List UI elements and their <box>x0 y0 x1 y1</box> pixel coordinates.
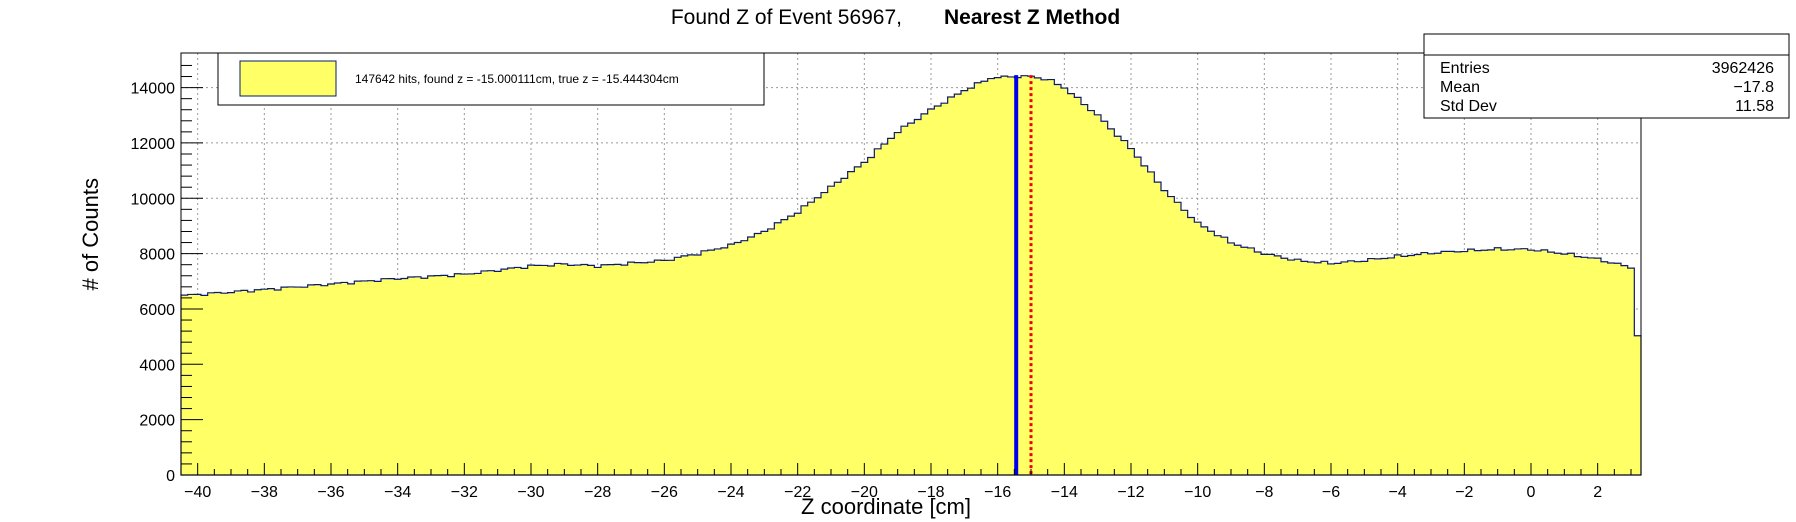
x-tick-label: −32 <box>451 484 478 501</box>
x-tick-label: −34 <box>384 484 411 501</box>
stats-box: Entries 3962426 Mean −17.8 Std Dev 11.58 <box>1423 33 1790 119</box>
chart-title: Found Z of Event 56967, Nearest Z Method <box>671 6 1120 29</box>
x-tick-label: −36 <box>317 484 344 501</box>
x-tick-label: −12 <box>1117 484 1144 501</box>
histogram-bars <box>180 75 1642 476</box>
x-tick-label: −40 <box>184 484 211 501</box>
legend-entry-label: 147642 hits, found z = -15.000111cm, tru… <box>355 72 679 86</box>
histogram-fill <box>180 75 1642 476</box>
stats-label: Entries <box>1440 60 1490 77</box>
y-tick-label: 4000 <box>139 357 175 374</box>
stats-value: −17.8 <box>1734 79 1775 96</box>
y-tick-label: 8000 <box>139 247 175 264</box>
y-tick-label: 6000 <box>139 302 175 319</box>
chart-title-method: Nearest Z Method <box>944 6 1120 29</box>
stats-value: 11.58 <box>1735 98 1774 115</box>
x-tick-label: −26 <box>651 484 678 501</box>
x-tick-label: −6 <box>1322 484 1340 501</box>
x-tick-label: −38 <box>251 484 278 501</box>
x-tick-label: −22 <box>784 484 811 501</box>
stats-label: Mean <box>1440 79 1480 96</box>
x-tick-label: −16 <box>984 484 1011 501</box>
x-tick-label: −30 <box>517 484 544 501</box>
legend-swatch <box>239 60 337 97</box>
x-tick-label: −10 <box>1184 484 1211 501</box>
x-tick-label: −8 <box>1255 484 1273 501</box>
legend-box: 147642 hits, found z = -15.000111cm, tru… <box>217 52 765 106</box>
y-tick-label: 12000 <box>131 136 176 153</box>
x-tick-label: −2 <box>1455 484 1473 501</box>
y-tick-label: 10000 <box>131 191 176 208</box>
x-tick-label: 2 <box>1593 484 1602 501</box>
x-axis-title: Z coordinate [cm] <box>801 494 971 519</box>
plot-frame <box>180 52 1642 476</box>
x-tick-label: −24 <box>717 484 744 501</box>
x-tick-label: −28 <box>584 484 611 501</box>
stats-frame <box>1423 33 1790 119</box>
chart-title-main: Found Z of Event 56967, <box>671 6 902 29</box>
y-tick-label: 14000 <box>131 81 176 98</box>
stats-label: Std Dev <box>1440 98 1497 115</box>
x-tick-label: 0 <box>1527 484 1536 501</box>
y-axis-title: # of Counts <box>78 178 103 291</box>
z-markers <box>1014 75 1033 475</box>
x-tick-label: −20 <box>851 484 878 501</box>
stats-value: 3962426 <box>1712 60 1774 77</box>
x-tick-label: −14 <box>1051 484 1078 501</box>
x-tick-label: −18 <box>917 484 944 501</box>
axes: −40 −38 −36 −34 −32 −30 −28 −26 −24 −22 −20 −18 −16−… <box>131 52 1642 501</box>
x-tick-label: −4 <box>1389 484 1407 501</box>
y-tick-label: 2000 <box>139 413 175 430</box>
y-tick-label: 0 <box>166 468 175 485</box>
